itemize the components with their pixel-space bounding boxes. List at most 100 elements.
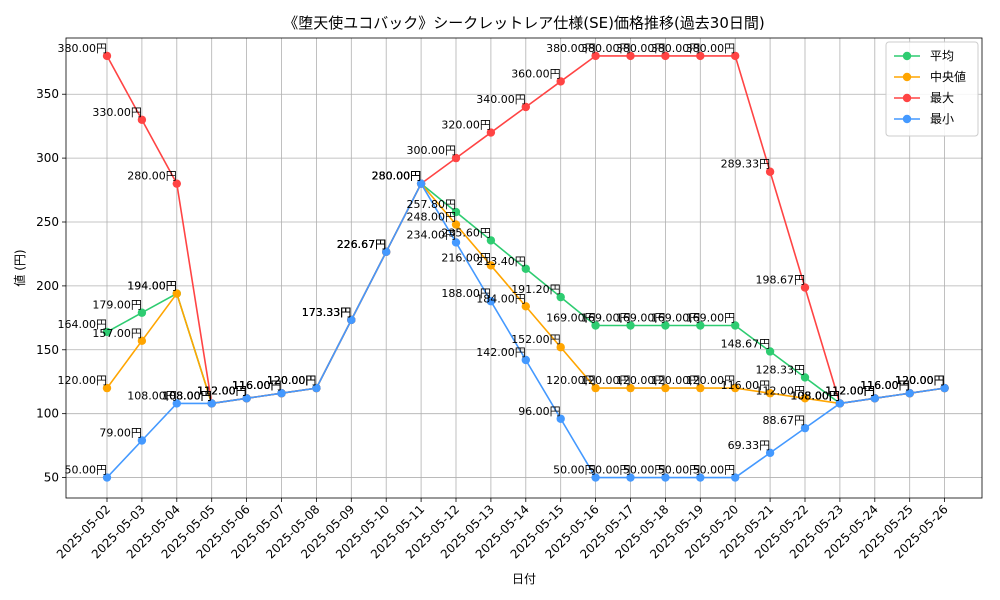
data-label: 50.00円	[588, 464, 631, 477]
data-point	[451, 207, 461, 217]
data-label: 120.00円	[895, 374, 945, 387]
data-point	[661, 321, 670, 330]
data-point	[137, 308, 147, 317]
data-label: 112.00円	[197, 384, 247, 397]
data-point	[172, 179, 181, 188]
plot-area	[65, 37, 983, 499]
data-label: 112.00円	[756, 384, 806, 397]
chart-title: 《堕天使ユコバック》シークレットレア仕様(SE)価格推移(過去30日間)	[283, 14, 765, 32]
data-point	[765, 448, 775, 458]
data-point	[940, 383, 949, 393]
data-label: 108.00円	[790, 389, 840, 402]
data-label: 108.00円	[162, 389, 212, 402]
data-point	[347, 315, 356, 325]
data-point	[102, 327, 112, 337]
data-label: 120.00円	[895, 374, 945, 387]
data-label: 88.67円	[763, 414, 806, 427]
data-point	[591, 383, 600, 393]
legend-swatch-marker	[902, 72, 912, 82]
data-point	[137, 436, 147, 445]
data-label: 235.60円	[441, 226, 491, 239]
data-label: 226.67円	[337, 238, 387, 251]
data-point	[486, 261, 496, 270]
data-label: 289.33円	[721, 158, 771, 171]
data-label: 169.00円	[581, 312, 631, 325]
data-label: 120.00円	[58, 374, 108, 387]
data-point	[591, 51, 600, 61]
data-label: 194.00円	[127, 280, 177, 293]
data-label: 108.00円	[127, 389, 177, 402]
data-label: 112.00円	[197, 384, 247, 397]
data-label: 116.00円	[860, 379, 910, 392]
data-label: 173.33円	[302, 306, 352, 319]
legend-frame	[885, 41, 979, 137]
data-label: 191.20円	[511, 283, 561, 296]
data-point	[521, 264, 530, 273]
data-label: 120.00円	[895, 374, 945, 387]
data-label: 50.00円	[693, 464, 736, 477]
data-label: 173.33円	[302, 306, 352, 319]
data-point	[765, 347, 775, 356]
data-label: 116.00円	[860, 379, 910, 392]
data-label: 164.00円	[58, 318, 108, 331]
data-label: 108.00円	[162, 389, 212, 402]
data-label: 380.00円	[686, 42, 736, 55]
data-label: 179.00円	[92, 299, 142, 312]
data-label: 79.00円	[99, 427, 142, 440]
data-label: 120.00円	[616, 374, 666, 387]
data-label: 120.00円	[546, 374, 596, 387]
data-label: 330.00円	[92, 106, 142, 119]
data-point	[870, 394, 879, 403]
data-label: 69.33円	[728, 439, 771, 452]
data-label: 360.00円	[511, 67, 561, 80]
data-point	[556, 414, 565, 423]
legend-label: 最小	[930, 112, 954, 126]
y-tick-label: 100	[36, 407, 59, 421]
data-label: 226.67円	[337, 238, 387, 251]
data-label: 169.00円	[616, 312, 666, 325]
data-label: 120.00円	[651, 374, 701, 387]
y-tick-label: 300	[36, 151, 59, 165]
data-label: 116.00円	[232, 379, 282, 392]
data-label: 188.00円	[441, 287, 491, 300]
data-point	[102, 383, 112, 393]
data-point	[556, 77, 565, 86]
data-point	[661, 383, 670, 393]
data-label: 112.00円	[825, 384, 875, 397]
legend-swatch-marker	[902, 51, 912, 61]
data-label: 116.00円	[232, 379, 282, 392]
legend-label: 平均	[930, 49, 954, 63]
data-point	[102, 51, 112, 61]
legend-label: 最大	[930, 91, 954, 105]
data-label: 50.00円	[623, 464, 666, 477]
data-label: 169.00円	[546, 312, 596, 325]
data-point	[521, 302, 530, 311]
data-label: 108.00円	[162, 389, 212, 402]
y-axis-label: 値 (円)	[12, 249, 27, 286]
data-point	[556, 292, 565, 302]
data-label: 226.67円	[337, 238, 387, 251]
data-label: 108.00円	[790, 389, 840, 402]
data-label: 169.00円	[651, 312, 701, 325]
data-label: 280.00円	[372, 170, 422, 183]
data-label: 116.00円	[232, 379, 282, 392]
data-point	[172, 399, 181, 408]
data-point	[486, 297, 496, 306]
data-point	[800, 373, 810, 382]
data-label: 112.00円	[197, 384, 247, 397]
data-point	[312, 383, 321, 393]
data-point	[172, 289, 181, 298]
data-point	[556, 343, 565, 352]
data-point	[661, 473, 670, 482]
data-label: 112.00円	[825, 384, 875, 397]
data-label: 116.00円	[721, 379, 771, 392]
data-label: 50.00円	[65, 464, 108, 477]
data-label: 112.00円	[825, 384, 875, 397]
y-tick-label: 350	[36, 87, 59, 101]
data-point	[416, 179, 426, 188]
data-label: 213.40円	[476, 255, 526, 268]
data-label: 216.00円	[441, 251, 491, 264]
data-point	[800, 423, 810, 433]
data-label: 152.00円	[511, 333, 561, 346]
